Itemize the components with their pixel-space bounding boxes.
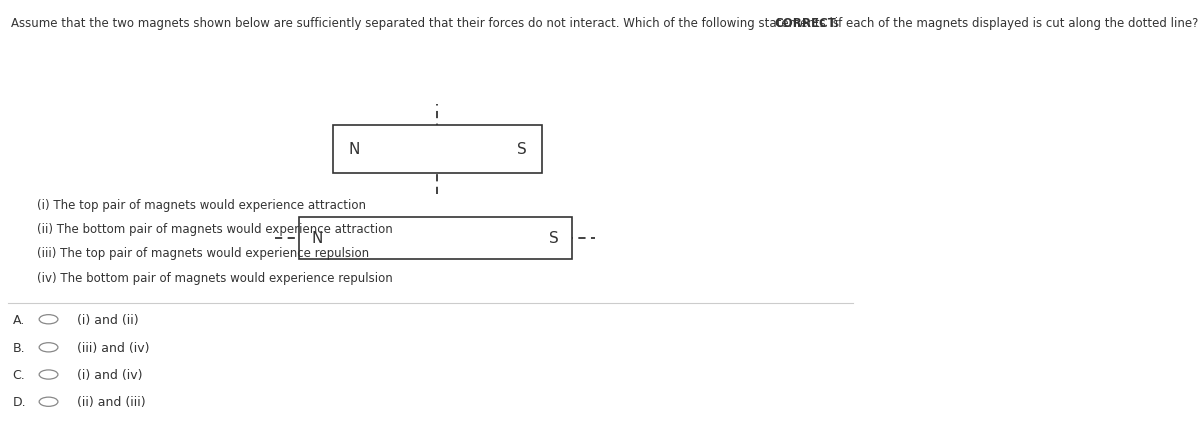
Circle shape	[40, 370, 58, 379]
Text: (ii) The bottom pair of magnets would experience attraction: (ii) The bottom pair of magnets would ex…	[36, 223, 392, 236]
Bar	[299, 217, 571, 259]
Text: Assume that the two magnets shown below are sufficiently separated that their fo: Assume that the two magnets shown below …	[11, 17, 842, 30]
Text: C.: C.	[13, 368, 25, 381]
Text: A.: A.	[13, 313, 25, 326]
Text: (i) and (ii): (i) and (ii)	[77, 313, 138, 326]
Text: (ii) and (iii): (ii) and (iii)	[77, 395, 145, 408]
Text: if each of the magnets displayed is cut along the dotted line?: if each of the magnets displayed is cut …	[830, 17, 1199, 30]
Text: N: N	[348, 142, 359, 157]
Text: (iv) The bottom pair of magnets would experience repulsion: (iv) The bottom pair of magnets would ex…	[36, 271, 392, 284]
Circle shape	[40, 397, 58, 406]
Text: N: N	[311, 230, 323, 245]
Circle shape	[40, 315, 58, 324]
Text: S: S	[550, 230, 559, 245]
Text: B.: B.	[13, 341, 25, 354]
Text: (iii) and (iv): (iii) and (iv)	[77, 341, 149, 354]
Text: (i) The top pair of magnets would experience attraction: (i) The top pair of magnets would experi…	[36, 199, 366, 211]
Bar	[332, 125, 541, 173]
Circle shape	[40, 343, 58, 352]
Text: (i) and (iv): (i) and (iv)	[77, 368, 142, 381]
Text: CORRECT: CORRECT	[774, 17, 836, 30]
Text: (iii) The top pair of magnets would experience repulsion: (iii) The top pair of magnets would expe…	[36, 247, 368, 260]
Text: S: S	[516, 142, 527, 157]
Text: D.: D.	[13, 395, 26, 408]
